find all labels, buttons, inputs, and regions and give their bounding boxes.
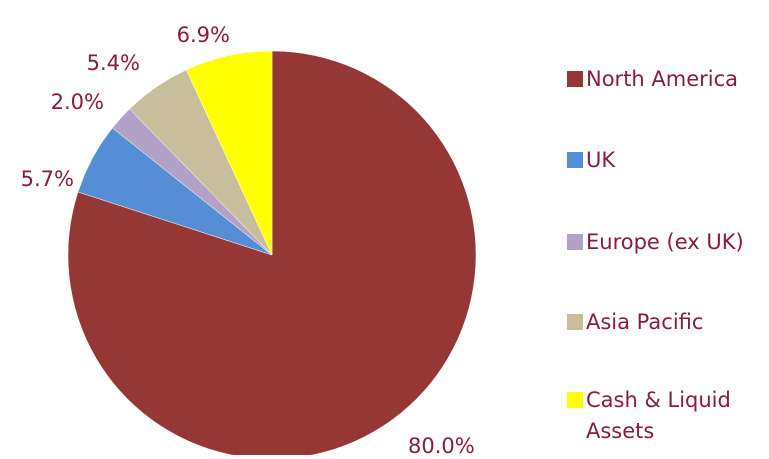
pie-value-labels: 80.0% 5.7% 2.0% 5.4% 6.9% <box>21 23 475 458</box>
legend-item-asia-pacific: Asia Pacific <box>567 310 703 334</box>
value-label-cash-liquid-assets: 6.9% <box>177 23 230 47</box>
value-label-north-america: 80.0% <box>408 434 475 455</box>
pie-slices <box>67 50 477 459</box>
legend-label: Asia Pacific <box>586 310 703 334</box>
legend-swatch <box>567 71 583 87</box>
legend-item-uk: UK <box>567 148 616 172</box>
legend-swatch <box>567 392 583 408</box>
value-label-uk: 5.7% <box>21 167 74 191</box>
legend-label: North America <box>586 67 738 91</box>
legend-item-north-america: North America <box>567 67 738 91</box>
legend: North America UK Europe (ex UK) Asia Pacifi… <box>567 67 744 443</box>
legend-item-europe-ex-uk: Europe (ex UK) <box>567 230 744 254</box>
value-label-europe-ex-uk: 2.0% <box>51 90 104 114</box>
legend-swatch <box>567 314 583 330</box>
value-label-asia-pacific: 5.4% <box>87 51 140 75</box>
legend-label: Europe (ex UK) <box>586 230 744 254</box>
pie-slice-cash-liquid-assets <box>185 50 273 256</box>
legend-swatch <box>567 152 583 168</box>
legend-label: Cash & Liquid Assets <box>586 388 731 443</box>
legend-label: UK <box>586 148 616 172</box>
legend-item-cash-liquid-assets: Cash & Liquid Assets <box>567 388 731 443</box>
legend-swatch <box>567 234 583 250</box>
